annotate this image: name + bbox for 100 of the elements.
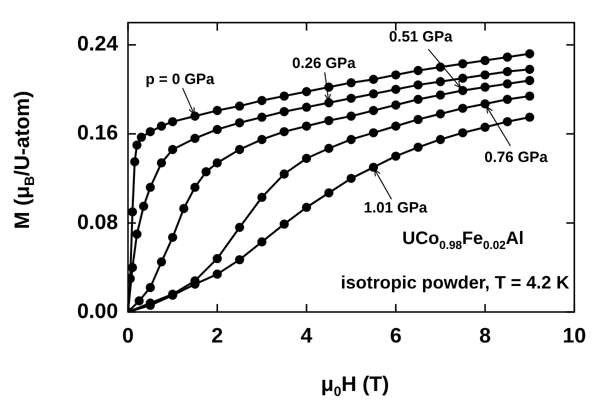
point xyxy=(280,91,289,101)
point xyxy=(436,62,446,72)
point xyxy=(212,254,222,264)
point xyxy=(190,112,200,121)
point xyxy=(168,144,178,154)
point xyxy=(525,76,534,86)
point xyxy=(168,232,178,242)
point xyxy=(146,282,155,292)
point xyxy=(458,59,468,68)
point xyxy=(146,127,155,136)
point xyxy=(280,127,289,136)
point xyxy=(257,112,266,122)
point xyxy=(436,90,446,100)
point xyxy=(525,112,534,122)
point xyxy=(414,66,423,76)
point xyxy=(146,182,155,192)
point xyxy=(134,296,144,306)
point xyxy=(414,142,423,152)
point xyxy=(368,74,378,84)
point xyxy=(480,82,490,92)
point xyxy=(414,80,423,90)
point xyxy=(212,106,222,116)
point xyxy=(502,79,512,88)
x-tick-label: 0 xyxy=(122,324,134,348)
point xyxy=(280,219,289,229)
point xyxy=(391,70,400,80)
point xyxy=(368,162,378,172)
point xyxy=(324,144,334,153)
point xyxy=(156,122,166,131)
point xyxy=(139,202,148,211)
point xyxy=(132,229,142,239)
point xyxy=(458,74,468,83)
point xyxy=(525,91,534,101)
point xyxy=(436,109,446,118)
annotation: 0.26 GPa xyxy=(292,54,356,72)
annotation: isotropic powder, T = 4.2 K xyxy=(340,272,570,294)
point xyxy=(257,134,266,144)
point xyxy=(525,64,534,74)
point xyxy=(190,134,200,143)
point xyxy=(212,158,222,168)
point xyxy=(302,102,312,112)
x-tick-label: 8 xyxy=(479,324,492,348)
point xyxy=(234,255,244,264)
annotation: 0.51 GPa xyxy=(389,28,454,46)
point xyxy=(458,86,468,96)
point xyxy=(280,169,289,179)
point xyxy=(502,94,512,104)
point xyxy=(212,124,222,134)
point xyxy=(257,237,266,246)
point xyxy=(502,117,512,126)
point xyxy=(346,94,356,103)
point xyxy=(436,134,446,144)
point xyxy=(458,104,468,113)
x-tick-label: 6 xyxy=(390,324,402,348)
point xyxy=(480,56,490,66)
point xyxy=(130,157,140,166)
annotation: p = 0 GPa xyxy=(146,71,215,88)
point xyxy=(128,207,138,216)
point xyxy=(346,112,356,121)
annotation: UCo$_{0.98}$Fe$_{0.02}$Al xyxy=(402,228,524,252)
point xyxy=(302,122,312,131)
x-tick-label: 10 xyxy=(562,324,586,348)
point xyxy=(202,167,211,176)
x-tick-label: 2 xyxy=(211,324,224,348)
point xyxy=(280,107,289,116)
point xyxy=(156,257,166,267)
point xyxy=(132,140,142,150)
x-tick-label: 4 xyxy=(300,324,313,348)
point xyxy=(346,78,356,88)
x-axis-title: μ$_{0}$H (T) xyxy=(320,373,390,400)
point xyxy=(190,182,200,192)
y-tick-label: 0.24 xyxy=(77,32,118,56)
point xyxy=(257,96,266,106)
point xyxy=(168,117,178,126)
point xyxy=(458,128,468,138)
point xyxy=(480,99,490,108)
point xyxy=(324,116,334,126)
point xyxy=(525,49,534,58)
point xyxy=(368,128,378,138)
point xyxy=(391,152,400,161)
point xyxy=(234,222,244,232)
point xyxy=(302,87,312,96)
annotation: 1.01 GPa xyxy=(364,199,428,216)
point xyxy=(368,89,378,98)
point xyxy=(414,94,423,104)
point xyxy=(234,101,244,111)
point xyxy=(136,132,146,142)
point xyxy=(368,106,378,116)
point xyxy=(502,66,512,76)
point xyxy=(346,174,356,184)
point xyxy=(346,134,356,144)
y-tick-label: 0.00 xyxy=(77,300,118,323)
point xyxy=(480,122,490,132)
point xyxy=(179,204,188,214)
annotation: 0.76 GPa xyxy=(484,148,548,166)
point xyxy=(324,188,334,198)
point xyxy=(234,118,244,128)
point xyxy=(234,144,244,154)
point xyxy=(156,158,166,168)
point xyxy=(302,154,312,163)
